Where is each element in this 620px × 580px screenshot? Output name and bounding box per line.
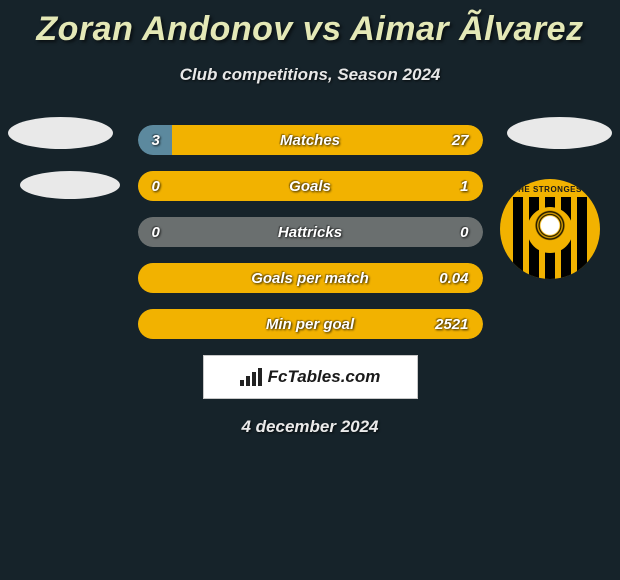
stat-row: 0Hattricks0 — [138, 217, 483, 247]
stat-label: Min per goal — [138, 316, 483, 333]
bar-chart-icon — [240, 368, 262, 386]
stat-row: Goals per match0.04 — [138, 263, 483, 293]
stat-row: 3Matches27 — [138, 125, 483, 155]
player-left-avatar-placeholder — [8, 117, 113, 149]
player-right-avatar-placeholder — [507, 117, 612, 149]
stat-right-value: 2521 — [435, 316, 468, 333]
stats-area: THE STRONGEST 3Matches270Goals10Hattrick… — [0, 125, 620, 339]
stat-right-value: 1 — [460, 178, 468, 195]
tiger-icon — [527, 207, 573, 253]
club-right-badge: THE STRONGEST — [500, 179, 600, 279]
stat-label: Matches — [138, 132, 483, 149]
stat-label: Hattricks — [138, 224, 483, 241]
stat-row: 0Goals1 — [138, 171, 483, 201]
club-badge-text: THE STRONGEST — [500, 185, 600, 194]
stat-label: Goals — [138, 178, 483, 195]
stat-right-value: 27 — [452, 132, 469, 149]
brand-text: FcTables.com — [268, 367, 381, 387]
stat-right-value: 0 — [460, 224, 468, 241]
stat-right-value: 0.04 — [439, 270, 468, 287]
stat-label: Goals per match — [138, 270, 483, 287]
page-title: Zoran Andonov vs Aimar Ãlvarez — [0, 0, 620, 49]
club-left-avatar-placeholder — [20, 171, 120, 199]
stat-rows: 3Matches270Goals10Hattricks0Goals per ma… — [138, 125, 483, 339]
brand-box: FcTables.com — [203, 355, 418, 399]
stat-row: Min per goal2521 — [138, 309, 483, 339]
date-line: 4 december 2024 — [0, 417, 620, 437]
subtitle: Club competitions, Season 2024 — [0, 65, 620, 85]
